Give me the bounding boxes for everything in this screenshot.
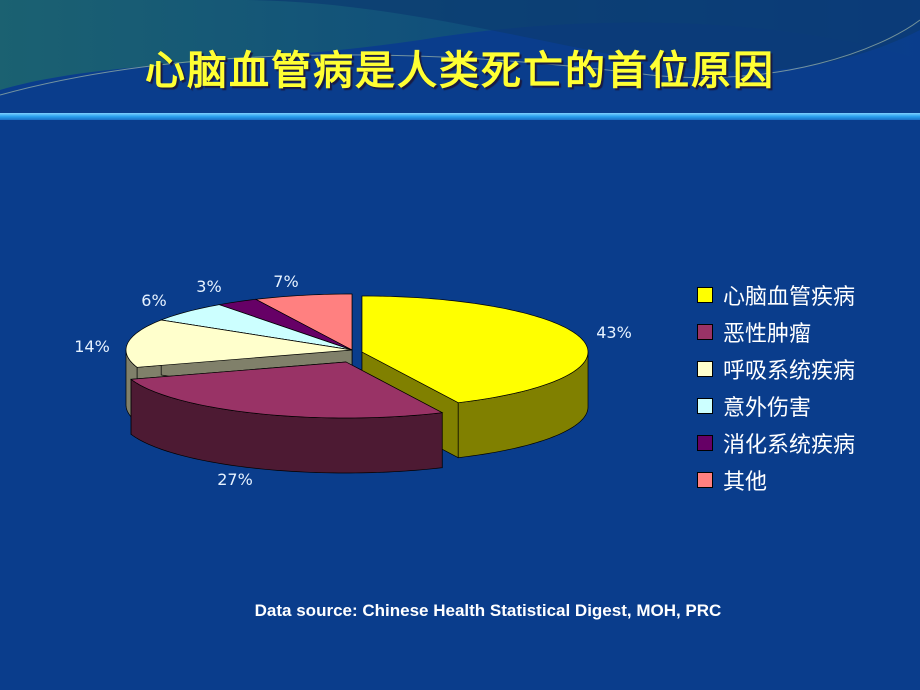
legend-label: 恶性肿瘤 [723, 321, 812, 347]
legend-item: 其他 [697, 461, 855, 498]
pie-data-label: 27% [217, 470, 253, 489]
chart-legend: 心脑血管疾病 恶性肿瘤 呼吸系统疾病 意外伤害 消化系统疾病 其他 [697, 276, 855, 498]
title-divider [0, 113, 920, 120]
legend-item: 意外伤害 [697, 387, 855, 424]
legend-item: 恶性肿瘤 [697, 313, 855, 350]
pie-data-label: 43% [596, 323, 632, 342]
legend-item: 消化系统疾病 [697, 424, 855, 461]
pie-slice-0 [361, 295, 589, 404]
pie-slice-3 [159, 304, 353, 351]
pie-slice-4 [219, 298, 353, 351]
legend-label: 心脑血管疾病 [723, 284, 856, 310]
data-source-note: Data source: Chinese Health Statistical … [254, 601, 722, 620]
legend-item: 呼吸系统疾病 [697, 350, 855, 387]
legend-label: 意外伤害 [723, 395, 812, 421]
legend-label: 消化系统疾病 [723, 432, 856, 458]
legend-swatch [697, 323, 713, 340]
pie-slice-2 [125, 319, 353, 368]
legend-label: 其他 [723, 469, 768, 495]
pie-data-label: 6% [141, 291, 166, 310]
legend-label: 呼吸系统疾病 [723, 358, 856, 384]
pie-slice-5 [254, 293, 353, 351]
pie-slice-1 [130, 361, 444, 419]
pie-data-label: 14% [74, 337, 110, 356]
legend-swatch [697, 360, 713, 377]
pie-data-label: 3% [196, 277, 221, 296]
legend-swatch [697, 397, 713, 414]
pie-data-label: 7% [273, 272, 298, 291]
legend-item: 心脑血管疾病 [697, 276, 855, 313]
legend-swatch [697, 286, 713, 303]
legend-swatch [697, 471, 713, 488]
slide-title: 心脑血管病是人类死亡的首位原因 [145, 48, 775, 94]
legend-swatch [697, 434, 713, 451]
